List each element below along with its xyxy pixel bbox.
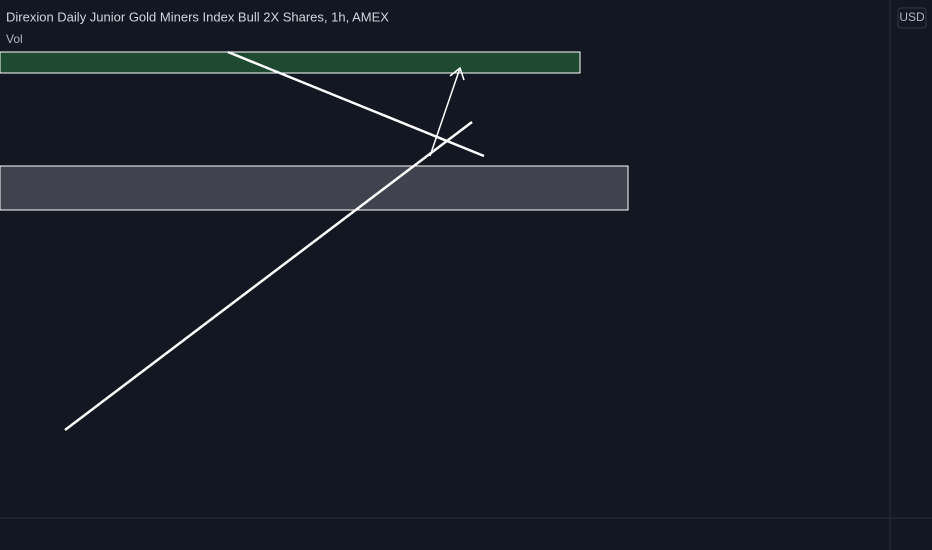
trendline [227,50,485,158]
support-zone [0,165,629,211]
arrow-head [449,66,465,81]
volume-label: Vol [6,32,23,46]
currency[interactable]: USD [899,10,925,24]
resistance-zone [0,51,581,74]
currency-box[interactable] [897,7,927,29]
chart-title: Direxion Daily Junior Gold Miners Index … [6,9,389,24]
arrow [429,67,461,157]
trendline [64,121,473,431]
